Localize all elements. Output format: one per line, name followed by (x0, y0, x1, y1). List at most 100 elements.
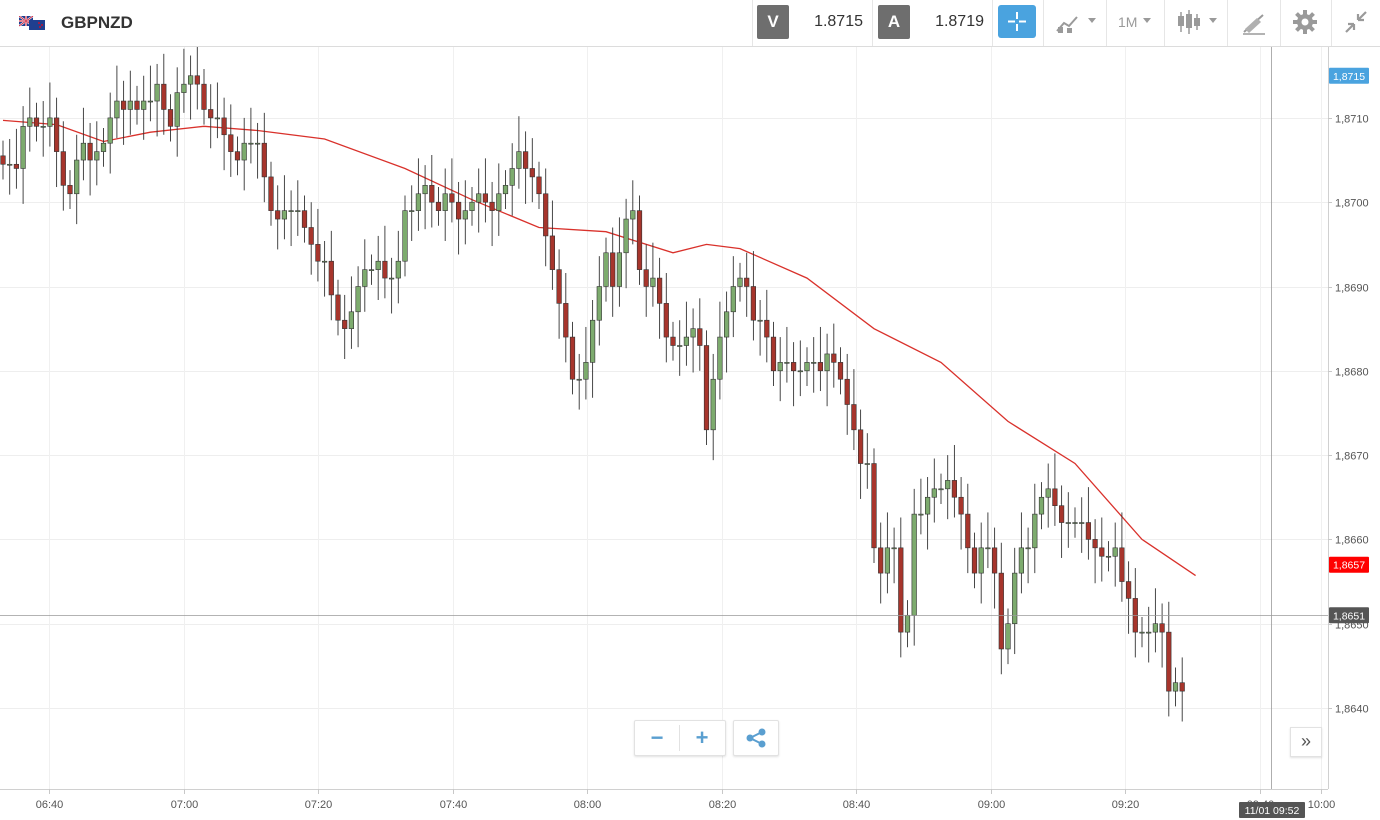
candle-body-down (87, 142, 93, 161)
candle (831, 323, 837, 388)
candle-body-up (717, 336, 723, 380)
candle-body-up (737, 277, 743, 287)
candle-body-up (623, 218, 629, 254)
candle-body-up (891, 547, 897, 550)
candle (1105, 541, 1112, 572)
candle-body-up (884, 547, 890, 574)
candle-body-down (275, 210, 281, 220)
candle-body-up (1032, 513, 1038, 549)
candle (630, 180, 636, 245)
candle (141, 75, 147, 140)
candle (509, 143, 515, 216)
crosshair-button[interactable] (998, 5, 1036, 38)
price-axis: 1,86401,86501,86601,86701,86801,86901,87… (1328, 67, 1369, 716)
candle-body-up (402, 210, 408, 262)
candle-body-down (53, 117, 60, 152)
buy-price[interactable]: 1.8719 (935, 13, 984, 30)
candle-body-up (1012, 572, 1018, 624)
candle (342, 294, 348, 359)
candle (884, 512, 890, 594)
timeframe-button[interactable]: 1M (1118, 14, 1158, 42)
candle (951, 444, 957, 518)
chevron-down-icon (1209, 18, 1217, 23)
timeframe-label: 1M (1118, 14, 1138, 30)
candle (60, 121, 66, 211)
candle-body-up (27, 117, 33, 127)
candle (603, 237, 609, 302)
candle (208, 84, 214, 149)
candle (1126, 561, 1132, 634)
candle (610, 227, 616, 317)
price-chart[interactable]: 1,86401,86501,86601,86701,86801,86901,87… (0, 47, 1380, 820)
candle-body-down (315, 244, 321, 262)
sell-label[interactable]: V (757, 5, 789, 39)
candle (214, 82, 221, 139)
candle (1139, 616, 1145, 648)
zoom-out-button[interactable]: − (650, 725, 664, 750)
candle (469, 187, 475, 226)
candle (121, 80, 127, 145)
zoom-controls: − + (634, 720, 726, 756)
candle (784, 326, 790, 383)
candle-body-down (1126, 581, 1132, 599)
candle-body-down (33, 117, 40, 127)
candle (368, 254, 375, 285)
candle-body-up (469, 201, 475, 211)
divider (1164, 0, 1165, 46)
candle (589, 299, 596, 398)
candle (1012, 547, 1018, 655)
y-tick-label: 1,8670 (1335, 451, 1369, 463)
candle (134, 85, 140, 125)
candle (462, 180, 468, 245)
candle-body-down (871, 463, 877, 549)
candle (998, 542, 1004, 675)
candle-body-up (784, 362, 790, 364)
candle-body-down (13, 163, 19, 169)
candle-body-up (1065, 522, 1071, 524)
divider (1331, 0, 1332, 46)
candle-body-up (911, 513, 917, 616)
candle (1119, 512, 1125, 602)
sell-price[interactable]: 1.8715 (814, 13, 863, 30)
candle (13, 128, 19, 189)
buy-label[interactable]: A (878, 5, 910, 39)
candle-body-down (770, 336, 777, 372)
candle-body-up (1152, 623, 1158, 633)
candle (1166, 601, 1172, 717)
collapse-button[interactable] (1343, 9, 1369, 37)
candle-body-up (630, 210, 636, 220)
candle (958, 477, 964, 550)
candle (543, 168, 549, 267)
candle (1132, 568, 1138, 658)
chart-type-button[interactable] (1055, 9, 1100, 37)
candle (201, 69, 207, 125)
candle (857, 409, 864, 499)
ask-price-label-bg (1329, 67, 1369, 84)
settings-button[interactable] (1292, 9, 1318, 37)
candle (596, 256, 602, 346)
divider (1227, 0, 1228, 46)
candle (174, 67, 180, 157)
candle-body-up (100, 142, 107, 152)
candle (683, 301, 689, 366)
candle-body-up (985, 547, 991, 550)
candle (569, 321, 576, 395)
divider (872, 0, 873, 46)
divider (1280, 0, 1281, 46)
candle-body-down (670, 336, 676, 346)
candle-body-down (951, 480, 957, 498)
drawing-tools-button[interactable] (1241, 9, 1267, 37)
candle-body-up (603, 252, 609, 287)
share-button[interactable] (733, 720, 779, 756)
zoom-in-button[interactable]: + (695, 725, 709, 750)
candle (1032, 483, 1038, 574)
candle (583, 326, 589, 400)
candle-body-down (455, 201, 462, 220)
candle (228, 104, 234, 177)
candle (777, 337, 783, 402)
candle (395, 230, 401, 304)
candle-type-button[interactable] (1176, 9, 1221, 37)
candle-body-down (998, 572, 1004, 650)
scroll-right-button[interactable]: » (1290, 727, 1322, 757)
candle (971, 532, 978, 589)
